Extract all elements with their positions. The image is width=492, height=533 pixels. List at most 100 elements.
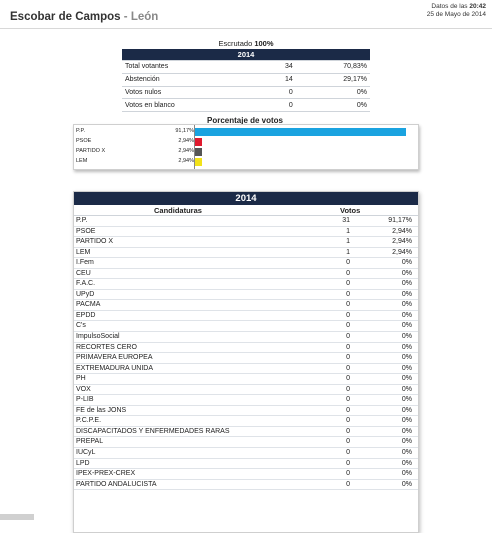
table-row: PH 0 0%	[74, 374, 418, 385]
candidatura-name: PRIMAVERA EUROPEA	[76, 354, 153, 362]
results-table: 2014 Candidaturas Votos P.P. 31 91,17% PSOE…	[73, 191, 419, 533]
table-row: I.Fem 0 0%	[74, 258, 418, 269]
candidatura-name: PSOE	[76, 227, 96, 235]
percent-chart-label: LEM	[76, 158, 88, 164]
table-row: VOX 0 0%	[74, 385, 418, 396]
summary-count: 34	[261, 60, 296, 74]
candidatura-percent: 0%	[401, 364, 412, 372]
candidatura-name: P.C.P.E.	[76, 417, 102, 425]
candidatura-name: RECORTES CERO	[76, 343, 137, 351]
candidatura-percent: 2,94%	[392, 238, 412, 246]
table-row: F.A.C. 0 0%	[74, 279, 418, 290]
province-name: León	[130, 11, 159, 23]
percent-chart-value: 2,94%	[178, 158, 194, 164]
escrutado-label: Escrutado	[218, 39, 253, 48]
candidatura-percent: 0%	[401, 480, 412, 488]
percent-chart-row: P.P. 91,17%	[74, 127, 418, 136]
summary-table: 2014 Total votantes 34 70,83% Abstención 14 2…	[122, 49, 370, 113]
timestamp-prefix: Datos de las	[431, 3, 468, 10]
candidatura-name: PARTIDO ANDALUCISTA	[76, 480, 157, 488]
percent-chart-bar	[195, 148, 202, 156]
candidatura-votes: 0	[346, 375, 350, 383]
candidatura-name: PACMA	[76, 301, 101, 309]
timestamp-date: 25 de Mayo de 2014	[426, 11, 486, 18]
percent-chart-title: Porcentaje de votos	[206, 116, 284, 125]
candidatura-percent: 0%	[401, 301, 412, 309]
header-divider	[0, 28, 492, 29]
table-row: P.C.P.E. 0 0%	[74, 416, 418, 427]
candidatura-percent: 91,17%	[388, 217, 412, 224]
candidatura-percent: 0%	[401, 375, 412, 383]
summary-label: Votos en blanco	[122, 98, 262, 113]
candidatura-percent: 0%	[401, 269, 412, 277]
table-row: PREPAL 0 0%	[74, 437, 418, 449]
candidatura-percent: 0%	[401, 459, 412, 467]
summary-count: 14	[261, 73, 296, 87]
candidatura-percent: 0%	[401, 470, 412, 478]
candidatura-name: FE de las JONS	[76, 406, 127, 414]
table-row: PRIMAVERA EUROPEA 0 0%	[74, 353, 418, 364]
summary-label: Total votantes	[122, 60, 262, 74]
percent-chart-bar	[195, 128, 406, 136]
escrutado-status: Escrutado 100%	[122, 39, 370, 48]
table-row: IUCyL 0 0%	[74, 448, 418, 459]
summary-row: Votos nulos 0 0%	[122, 86, 370, 100]
summary-percent: 70,83%	[295, 60, 370, 74]
candidatura-votes: 0	[346, 438, 350, 446]
percent-chart-label: PSOE	[76, 138, 92, 144]
summary-percent: 0%	[295, 98, 370, 113]
candidatura-name: P.P.	[76, 217, 88, 224]
candidatura-votes: 1	[346, 227, 350, 235]
candidatura-votes: 0	[346, 480, 350, 488]
summary-label: Votos nulos	[122, 86, 262, 100]
percent-chart-value: 91,17%	[175, 128, 194, 134]
candidatura-name: LEM	[76, 248, 91, 256]
percent-chart-row: PARTIDO X 2,94%	[74, 147, 418, 156]
horizontal-scrollbar[interactable]	[0, 514, 34, 520]
candidatura-percent: 2,94%	[392, 248, 412, 256]
table-row: DISCAPACITADOS Y ENFERMEDADES RARAS 0 0%	[74, 427, 418, 438]
candidatura-name: C's	[76, 322, 86, 330]
table-row: LPD 0 0%	[74, 459, 418, 470]
column-header-candidaturas: Candidaturas	[154, 206, 202, 215]
candidatura-votes: 1	[346, 238, 350, 246]
candidatura-percent: 0%	[401, 354, 412, 362]
summary-row: Abstención 14 29,17%	[122, 73, 370, 87]
candidatura-votes: 0	[346, 269, 350, 277]
candidatura-name: UPyD	[76, 290, 95, 298]
summary-year: 2014	[122, 49, 370, 61]
candidatura-name: PREPAL	[76, 438, 104, 446]
candidatura-percent: 0%	[401, 396, 412, 404]
column-header-votos: Votos	[340, 206, 361, 215]
table-row: P-LIB 0 0%	[74, 395, 418, 406]
percent-chart-label: P.P.	[76, 128, 85, 134]
candidatura-votes: 0	[346, 290, 350, 298]
candidatura-name: F.A.C.	[76, 280, 96, 288]
percent-chart-axis	[194, 125, 195, 169]
percent-chart-value: 2,94%	[178, 148, 194, 154]
candidatura-votes: 0	[346, 406, 350, 414]
candidatura-name: LPD	[76, 459, 90, 467]
timestamp-time: 20:42	[469, 3, 486, 10]
data-timestamp: Datos de las 20:42 25 de Mayo de 2014	[427, 3, 486, 19]
candidatura-name: PARTIDO X	[76, 238, 114, 246]
municipality-name: Escobar de Campos	[10, 11, 121, 23]
summary-percent: 29,17%	[295, 73, 370, 87]
table-row: P.P. 31 91,17%	[74, 216, 418, 227]
candidatura-percent: 0%	[401, 417, 412, 425]
results-year: 2014	[74, 192, 418, 205]
candidatura-percent: 0%	[401, 406, 412, 414]
candidatura-votes: 0	[346, 427, 350, 435]
candidatura-votes: 0	[346, 417, 350, 425]
candidatura-name: DISCAPACITADOS Y ENFERMEDADES RARAS	[76, 427, 230, 435]
candidatura-votes: 0	[346, 280, 350, 288]
candidatura-percent: 0%	[401, 333, 412, 341]
candidatura-votes: 0	[346, 259, 350, 267]
table-row: PACMA 0 0%	[74, 300, 418, 311]
candidatura-votes: 0	[346, 364, 350, 372]
table-row: CEU 0 0%	[74, 269, 418, 280]
table-row: PARTIDO X 1 2,94%	[74, 237, 418, 248]
results-body: P.P. 31 91,17% PSOE 1 2,94% PARTIDO X 1 2,94% LEM…	[74, 216, 418, 491]
candidatura-votes: 0	[346, 396, 350, 404]
candidatura-votes: 0	[346, 385, 350, 393]
